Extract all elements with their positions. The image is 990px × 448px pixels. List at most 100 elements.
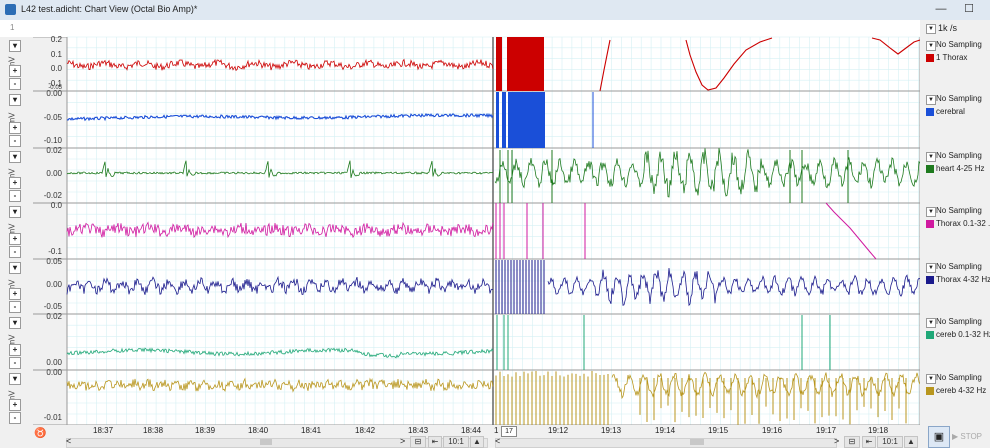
y-tick-label: 0.0 (50, 64, 62, 74)
channel-name[interactable]: Thorax 4-32 Hz (936, 275, 990, 284)
chevron-down-icon[interactable]: ▼ (926, 374, 936, 384)
channel-name[interactable]: 1 Thorax (936, 53, 968, 62)
fit-button[interactable]: ⊟ (410, 436, 426, 448)
chevron-down-icon[interactable]: ▼ (926, 41, 936, 51)
left-scroll-thumb[interactable] (260, 439, 272, 445)
sampling-mode[interactable]: No Sampling (936, 206, 982, 215)
zoom-out-button[interactable]: ⇤ (862, 436, 876, 448)
app-icon (5, 4, 16, 15)
sample-rate-label: 1k /s (938, 23, 958, 33)
y-tick-label: -0.05 (43, 112, 62, 122)
stop-button[interactable]: ▶ STOP (952, 432, 983, 441)
zoom-menu-button[interactable]: ▲ (904, 436, 918, 448)
channel-settings-panel: ▼ No Sampling cerebral (920, 91, 990, 148)
zoom-menu-button[interactable]: ▲ (470, 436, 484, 448)
scale-down-button[interactable]: - (9, 412, 21, 424)
sampling-mode[interactable]: No Sampling (936, 40, 982, 49)
trace-6 (66, 347, 494, 359)
fit-button[interactable]: ⊟ (844, 436, 860, 448)
channel-menu-button[interactable]: ▾ (9, 262, 21, 274)
trace-2-block (508, 92, 545, 148)
zoom-out-button[interactable]: ⇤ (428, 436, 442, 448)
trace-2-block (502, 92, 506, 148)
scale-up-button[interactable]: + (9, 233, 21, 245)
block-marker: 1 (494, 426, 499, 435)
scroll-left-arrow[interactable]: < (495, 436, 501, 446)
channel-menu-button[interactable]: ▾ (9, 317, 21, 329)
maximize-button[interactable]: ☐ (964, 3, 974, 15)
chevron-down-icon[interactable]: ▼ (926, 318, 936, 328)
y-tick-label: 0.02 (46, 312, 62, 321)
time-tick-label: 18:43 (408, 426, 429, 435)
trace-1-block (496, 37, 502, 91)
y-tick-label: -0.10 (43, 136, 62, 145)
channel-name[interactable]: cereb 0.1-32 Hz (936, 330, 990, 339)
trace-7 (611, 371, 921, 400)
time-tick-label: 18:44 (461, 426, 482, 435)
scale-down-button[interactable]: - (9, 357, 21, 369)
scale-up-button[interactable]: + (9, 65, 21, 77)
trace-5 (547, 267, 921, 307)
block-marker-box[interactable]: 17 (501, 426, 517, 437)
sample-rate-selector[interactable]: ▼ 1k /s (920, 20, 990, 37)
scale-down-button[interactable]: - (9, 190, 21, 202)
chevron-down-icon[interactable]: ▼ (926, 207, 936, 217)
zoom-level-left[interactable]: 10:1 (443, 436, 469, 448)
start-recording-icon[interactable]: ▣ (928, 426, 950, 448)
sampling-mode[interactable]: No Sampling (936, 373, 982, 382)
chevron-down-icon[interactable]: ▼ (926, 24, 936, 34)
right-scrollbar[interactable] (495, 438, 837, 448)
channel-menu-button[interactable]: ▾ (9, 151, 21, 163)
sampling-mode[interactable]: No Sampling (936, 151, 982, 160)
channel-menu-button[interactable]: ▾ (9, 40, 21, 52)
sampling-mode[interactable]: No Sampling (936, 262, 982, 271)
channel-settings-panel: ▼ No Sampling Thorax 0.1-32 .. (920, 203, 990, 259)
channel-settings-panel: ▼ No Sampling Thorax 4-32 Hz (920, 259, 990, 314)
scale-down-button[interactable]: - (9, 246, 21, 258)
y-tick-label: -0.01 (43, 413, 62, 422)
chevron-down-icon[interactable]: ▼ (926, 95, 936, 105)
scale-up-button[interactable]: + (9, 177, 21, 189)
scale-up-button[interactable]: + (9, 288, 21, 300)
scale-up-button[interactable]: + (9, 399, 21, 411)
y-tick-label: -0.1 (48, 79, 62, 88)
y-tick-label: 0.00 (46, 89, 62, 98)
channel-name[interactable]: cereb 4-32 Hz (936, 386, 987, 395)
channel-settings-panel: ▼ No Sampling cereb 0.1-32 Hz (920, 314, 990, 370)
scroll-right-arrow[interactable]: > (400, 436, 406, 446)
channel-color-swatch (926, 331, 934, 339)
trace-3 (66, 160, 494, 178)
channel-name[interactable]: heart 4-25 Hz (936, 164, 985, 173)
y-tick-label: 0.2 (50, 35, 62, 44)
minimize-button[interactable]: — (935, 3, 947, 15)
channel-color-swatch (926, 276, 934, 284)
channel-name[interactable]: cerebral (936, 107, 965, 116)
channel-color-swatch (926, 220, 934, 228)
y-tick-label: -0.1 (48, 247, 62, 256)
right-scroll-thumb[interactable] (690, 439, 704, 445)
scale-down-button[interactable]: - (9, 301, 21, 313)
y-tick-label: -0.05 (43, 302, 62, 311)
time-tick-label: 19:12 (548, 426, 569, 435)
chevron-down-icon[interactable]: ▼ (926, 152, 936, 162)
zoom-level-right[interactable]: 10:1 (877, 436, 903, 448)
chevron-down-icon[interactable]: ▼ (926, 263, 936, 273)
trace-1 (599, 37, 921, 92)
scale-up-button[interactable]: + (9, 344, 21, 356)
scale-up-button[interactable]: + (9, 122, 21, 134)
scale-down-button[interactable]: - (9, 135, 21, 147)
marker-icon[interactable]: ♉ (34, 428, 47, 439)
sampling-mode[interactable]: No Sampling (936, 317, 982, 326)
scroll-left-arrow[interactable]: < (66, 436, 72, 446)
sampling-mode[interactable]: No Sampling (936, 94, 982, 103)
scale-down-button[interactable]: - (9, 78, 21, 90)
time-tick-label: 19:15 (708, 426, 729, 435)
channel-name[interactable]: Thorax 0.1-32 .. (936, 219, 990, 228)
channel-menu-button[interactable]: ▾ (9, 373, 21, 385)
channel-menu-button[interactable]: ▾ (9, 206, 21, 218)
channel-menu-button[interactable]: ▾ (9, 94, 21, 106)
trace-7 (66, 377, 494, 393)
time-tick-label: 19:14 (655, 426, 676, 435)
scroll-right-arrow[interactable]: > (834, 436, 840, 446)
